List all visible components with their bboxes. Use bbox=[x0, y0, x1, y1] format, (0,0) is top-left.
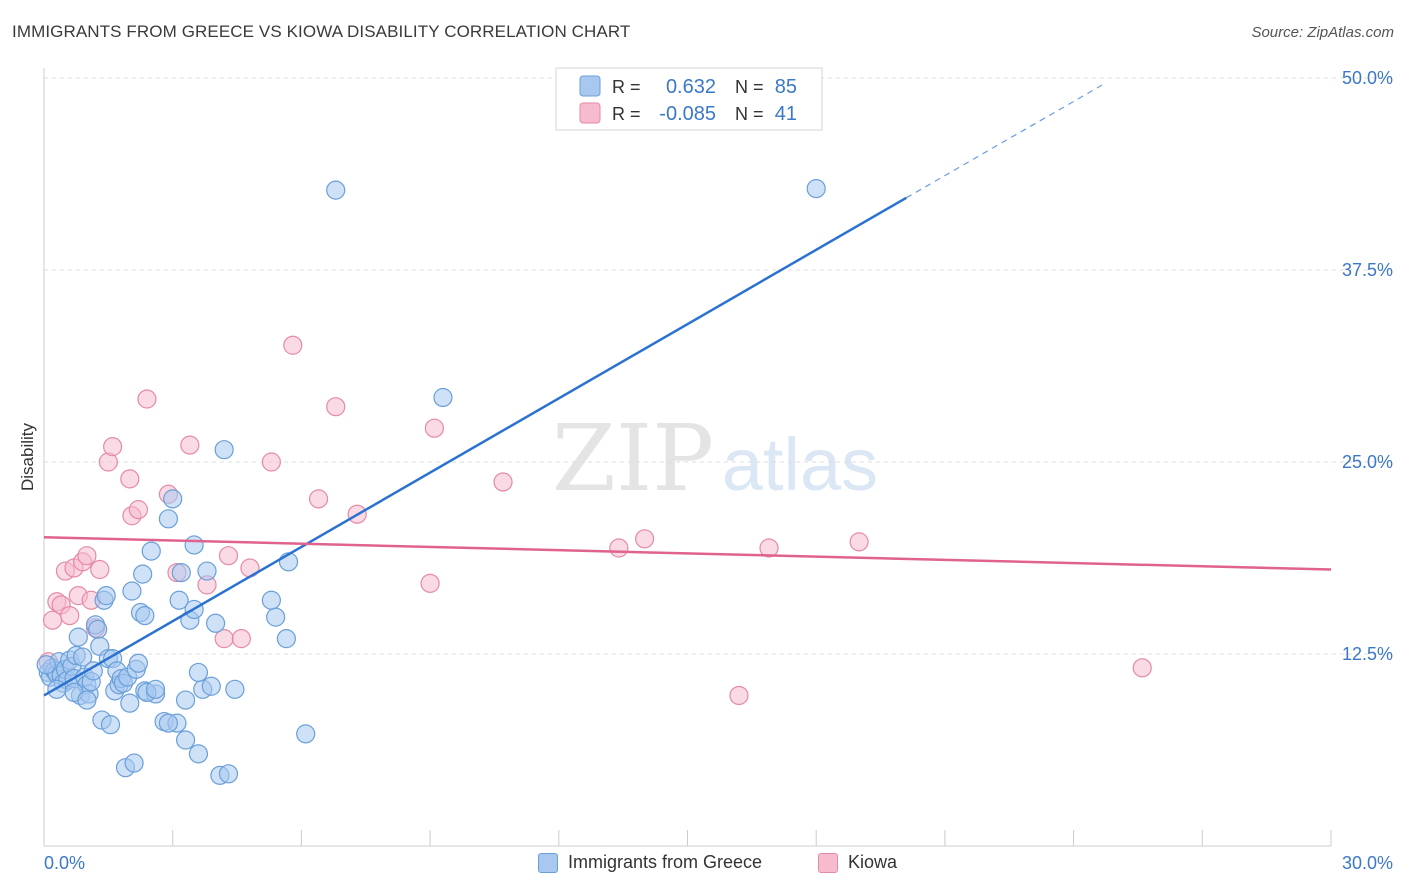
data-point bbox=[493, 472, 513, 492]
data-point bbox=[137, 389, 157, 409]
data-point bbox=[308, 489, 329, 509]
data-point bbox=[133, 564, 153, 584]
data-point bbox=[120, 469, 140, 489]
kiowa-points bbox=[38, 335, 1152, 706]
data-point bbox=[188, 744, 209, 764]
data-point bbox=[206, 613, 226, 633]
data-point bbox=[231, 629, 251, 649]
data-point bbox=[124, 753, 144, 773]
data-point bbox=[729, 685, 749, 706]
data-point bbox=[158, 713, 179, 733]
legend-label-kiowa: Kiowa bbox=[848, 852, 898, 872]
series-legend: Immigrants from Greece Kiowa bbox=[0, 852, 1406, 878]
data-point bbox=[225, 679, 245, 699]
y-tick-label: 50.0% bbox=[1342, 68, 1393, 88]
data-point bbox=[188, 662, 209, 683]
legend-r-label-kiowa: R = bbox=[612, 104, 641, 124]
watermark-zip: ZIP bbox=[552, 405, 714, 512]
data-point bbox=[261, 452, 281, 472]
data-point bbox=[36, 655, 56, 675]
legend-n-label-kiowa: N = bbox=[735, 104, 764, 124]
trend-line-greece-extension bbox=[905, 83, 1104, 199]
trend-line-greece bbox=[43, 196, 907, 697]
data-point bbox=[73, 647, 93, 667]
legend-n-label-greece: N = bbox=[735, 77, 764, 97]
data-point bbox=[145, 679, 166, 699]
data-point bbox=[1132, 658, 1152, 678]
y-tick-label: 37.5% bbox=[1342, 260, 1393, 280]
data-point bbox=[103, 437, 123, 457]
data-point bbox=[326, 180, 346, 200]
legend-r-value-kiowa: -0.085 bbox=[659, 103, 716, 125]
data-point bbox=[100, 715, 121, 735]
data-point bbox=[201, 676, 221, 696]
x-ticks bbox=[172, 830, 1332, 846]
data-point bbox=[433, 387, 453, 408]
data-point bbox=[634, 529, 655, 549]
trend-lines bbox=[43, 83, 1332, 697]
data-point bbox=[218, 764, 239, 784]
data-point bbox=[197, 561, 217, 581]
chart-title: IMMIGRANTS FROM GREECE VS KIOWA DISABILI… bbox=[12, 22, 631, 41]
data-point bbox=[88, 619, 108, 640]
correlation-legend: R = 0.632 N = 85 R = -0.085 N = 41 bbox=[555, 67, 823, 131]
data-point bbox=[60, 605, 80, 626]
data-point bbox=[184, 535, 204, 555]
data-point bbox=[806, 178, 826, 199]
data-point bbox=[175, 730, 196, 750]
data-point bbox=[122, 581, 142, 601]
x-tick-label-min: 0.0% bbox=[44, 853, 85, 873]
data-point bbox=[96, 586, 116, 606]
data-point bbox=[283, 335, 303, 355]
data-point bbox=[77, 690, 97, 710]
source-credit: Source: ZipAtlas.com bbox=[1251, 24, 1394, 41]
data-point bbox=[849, 532, 869, 552]
data-point bbox=[169, 590, 189, 610]
legend-item-kiowa[interactable]: Kiowa bbox=[818, 852, 897, 873]
legend-r-label-greece: R = bbox=[612, 77, 641, 97]
data-point bbox=[128, 653, 148, 673]
data-point bbox=[141, 541, 161, 561]
data-point bbox=[261, 590, 281, 610]
legend-label-greece: Immigrants from Greece bbox=[568, 852, 763, 872]
x-tick-label-max: 30.0% bbox=[1342, 853, 1393, 873]
data-point bbox=[609, 538, 629, 558]
legend-swatch-kiowa bbox=[579, 102, 601, 124]
data-point bbox=[424, 418, 444, 438]
watermark-atlas: atlas bbox=[722, 423, 878, 506]
data-point bbox=[266, 607, 286, 627]
legend-item-greece[interactable]: Immigrants from Greece bbox=[538, 852, 762, 873]
data-point bbox=[128, 500, 148, 520]
legend-r-value-greece: 0.632 bbox=[666, 76, 716, 98]
data-point bbox=[77, 546, 97, 566]
legend-n-value-greece: 85 bbox=[775, 76, 797, 98]
data-point bbox=[180, 435, 200, 455]
data-point bbox=[759, 538, 779, 558]
data-point bbox=[163, 489, 183, 509]
legend-n-value-kiowa: 41 bbox=[775, 103, 797, 125]
data-point bbox=[276, 629, 296, 649]
data-point bbox=[90, 559, 110, 580]
data-point bbox=[218, 546, 239, 566]
data-point bbox=[68, 627, 88, 647]
legend-swatch-greece-bottom bbox=[538, 852, 558, 873]
data-point bbox=[214, 440, 234, 460]
legend-swatch-kiowa-bottom bbox=[818, 852, 838, 873]
y-tick-label: 25.0% bbox=[1342, 452, 1393, 472]
legend-swatch-greece bbox=[579, 75, 601, 97]
data-point bbox=[175, 690, 196, 710]
data-point bbox=[120, 693, 140, 713]
data-point bbox=[420, 573, 440, 593]
trend-line-kiowa bbox=[43, 536, 1332, 571]
data-point bbox=[296, 724, 316, 744]
y-tick-labels: 12.5% 25.0% 37.5% 50.0% bbox=[1342, 68, 1393, 664]
data-point bbox=[171, 562, 191, 583]
greece-points bbox=[36, 178, 826, 785]
data-point bbox=[135, 605, 155, 626]
data-point bbox=[326, 397, 346, 417]
y-tick-label: 12.5% bbox=[1342, 644, 1393, 664]
y-axis-label: Disability bbox=[18, 422, 37, 491]
data-point bbox=[158, 509, 179, 529]
